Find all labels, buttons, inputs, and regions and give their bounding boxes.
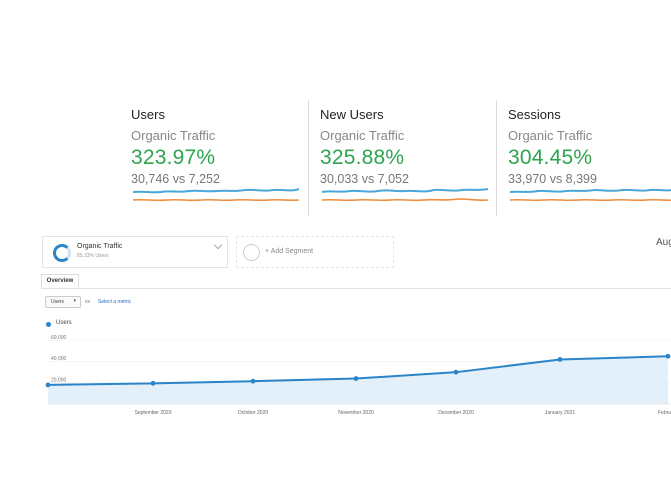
metric-card-title: New Users xyxy=(320,107,384,122)
metric-card-segment: Organic Traffic xyxy=(131,128,216,143)
audience-overview-panel: Organic Traffic 85.33% Users + Add Segme… xyxy=(40,230,671,420)
segment-name: Organic Traffic xyxy=(77,243,123,250)
metric-card-new-users[interactable]: New Users Organic Traffic 325.88% 30,033… xyxy=(308,100,496,216)
sparkline-chart xyxy=(322,188,488,202)
data-point[interactable] xyxy=(665,353,671,359)
data-point[interactable] xyxy=(150,380,156,386)
add-segment-label: + Add Segment xyxy=(265,248,314,255)
sparkline-previous xyxy=(133,198,299,202)
data-point[interactable] xyxy=(453,369,459,375)
x-tick-label: December 2020 xyxy=(438,410,474,416)
legend-dot-icon xyxy=(46,322,51,327)
chevron-down-icon[interactable] xyxy=(213,240,223,250)
metric-card-comparison: 33,970 vs 8,399 xyxy=(508,172,597,186)
sparkline-current xyxy=(510,188,671,193)
metric-card-comparison: 30,033 vs 7,052 xyxy=(320,172,409,186)
metric-card-percent-change: 304.45% xyxy=(508,146,593,169)
caret-down-icon: ▾ xyxy=(73,298,76,304)
metric-card-percent-change: 325.88% xyxy=(320,146,405,169)
metric-card-sessions[interactable]: Sessions Organic Traffic 304.45% 33,970 … xyxy=(496,100,671,216)
metric-card-segment: Organic Traffic xyxy=(320,128,405,143)
sparkline-chart xyxy=(510,188,671,202)
data-point[interactable] xyxy=(45,382,51,388)
sparkline-current xyxy=(322,188,488,193)
y-tick-label: 40,000 xyxy=(51,356,67,362)
metric-card-title: Sessions xyxy=(508,107,561,122)
metric-dropdown[interactable]: Users ▾ xyxy=(45,296,81,308)
metric-card-percent-change: 323.97% xyxy=(131,146,216,169)
metric-cards: Users Organic Traffic 323.97% 30,746 vs … xyxy=(120,100,671,216)
metric-card-segment: Organic Traffic xyxy=(508,128,593,143)
metric-dropdown-value: Users xyxy=(51,299,65,305)
sparkline-chart xyxy=(133,188,299,202)
sparkline-previous xyxy=(510,198,671,202)
x-tick-label: November 2020 xyxy=(338,410,374,416)
users-line-chart: 60,000 40,000 20,000 September 2020 October … xyxy=(45,335,671,416)
y-tick-label: 60,000 xyxy=(51,335,67,341)
donut-icon xyxy=(53,244,71,262)
add-segment-button[interactable]: + Add Segment xyxy=(236,236,394,268)
metric-card-comparison: 30,746 vs 7,252 xyxy=(131,172,220,186)
select-metric-link[interactable]: Select a metric xyxy=(98,299,132,305)
data-point[interactable] xyxy=(557,357,563,362)
date-range-picker[interactable]: Aug xyxy=(656,237,671,248)
series-area-users xyxy=(48,356,668,404)
segment-selector[interactable]: Organic Traffic 85.33% Users xyxy=(42,236,228,268)
segment-subtext: 85.33% Users xyxy=(77,253,109,259)
sparkline-previous xyxy=(322,198,488,202)
tab-divider xyxy=(41,288,671,289)
x-tick-label: October 2020 xyxy=(238,410,269,416)
tab-overview[interactable]: Overview xyxy=(41,274,79,288)
sparkline-current xyxy=(133,188,299,194)
metric-card-users[interactable]: Users Organic Traffic 323.97% 30,746 vs … xyxy=(120,100,308,216)
metric-card-title: Users xyxy=(131,107,165,122)
empty-circle-icon xyxy=(243,244,260,261)
vs-label: vs xyxy=(85,299,90,305)
x-tick-label: February xyxy=(658,410,671,416)
x-tick-label: January 2021 xyxy=(545,410,576,416)
data-point[interactable] xyxy=(353,376,359,381)
y-tick-label: 20,000 xyxy=(51,377,67,383)
data-point[interactable] xyxy=(250,378,256,384)
legend-label: Users xyxy=(56,320,72,326)
x-tick-label: September 2020 xyxy=(135,410,172,416)
